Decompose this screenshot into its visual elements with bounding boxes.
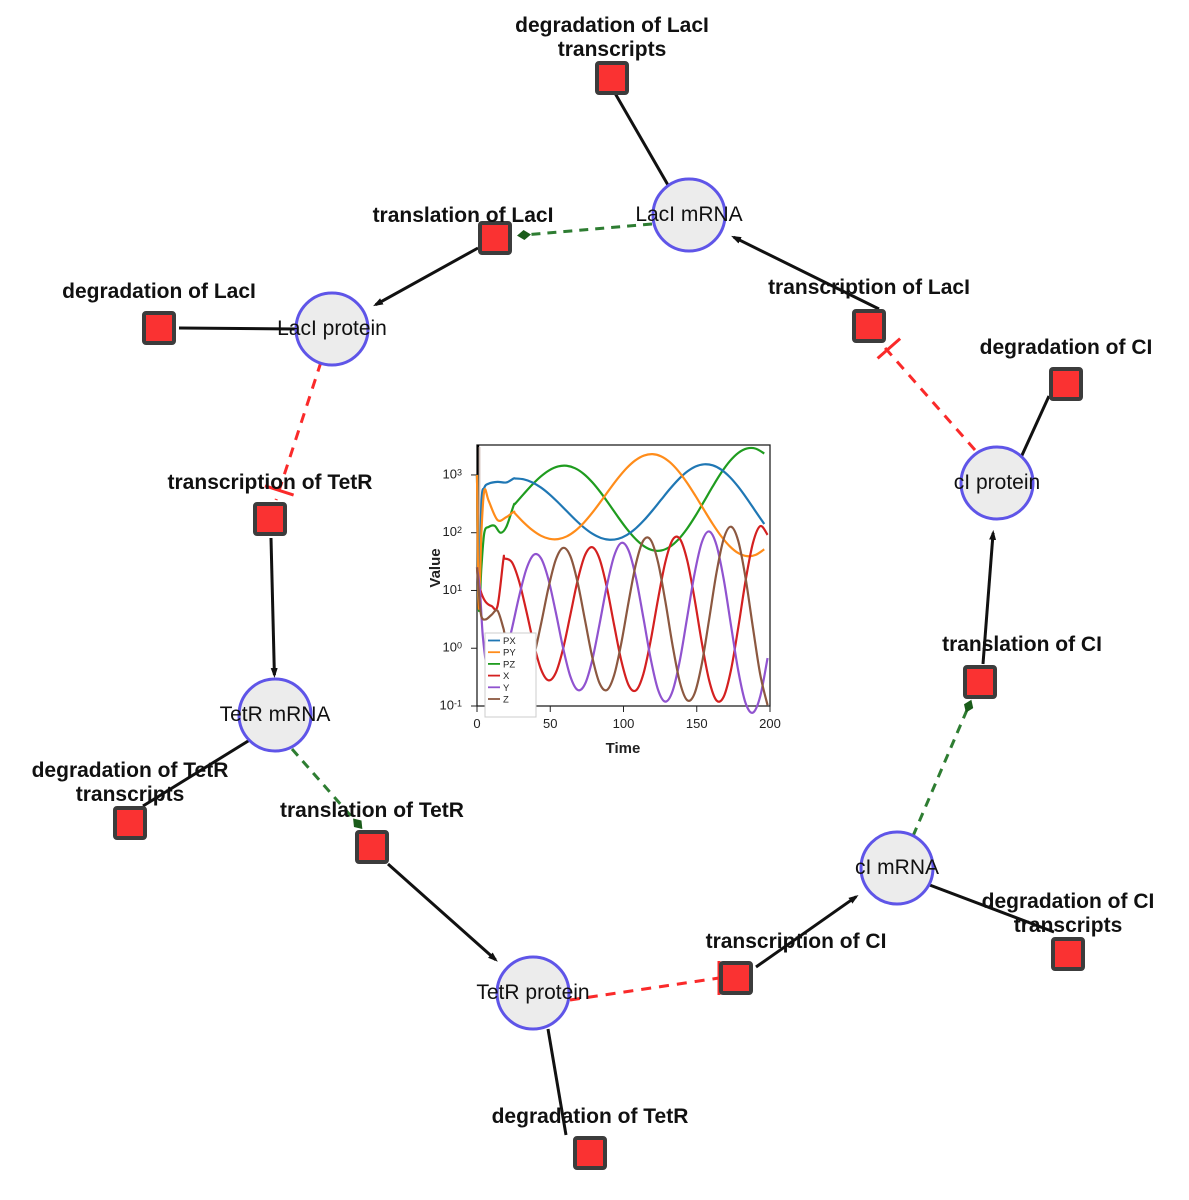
svg-text:100: 100 xyxy=(443,640,462,655)
svg-text:Value: Value xyxy=(427,548,444,587)
svg-text:0: 0 xyxy=(473,716,480,731)
svg-text:50: 50 xyxy=(543,716,557,731)
svg-text:PY: PY xyxy=(503,648,516,659)
svg-text:PZ: PZ xyxy=(503,659,515,670)
svg-text:102: 102 xyxy=(443,524,462,539)
svg-text:100: 100 xyxy=(613,716,635,731)
svg-text:X: X xyxy=(503,671,510,682)
svg-text:PX: PX xyxy=(503,636,516,647)
svg-text:103: 103 xyxy=(443,467,462,482)
svg-text:101: 101 xyxy=(443,582,462,597)
svg-text:Y: Y xyxy=(503,683,510,694)
svg-text:150: 150 xyxy=(686,716,708,731)
svg-text:200: 200 xyxy=(759,716,781,731)
svg-text:Time: Time xyxy=(606,740,641,757)
svg-text:Z: Z xyxy=(503,695,509,706)
svg-text:10-1: 10-1 xyxy=(440,698,462,713)
